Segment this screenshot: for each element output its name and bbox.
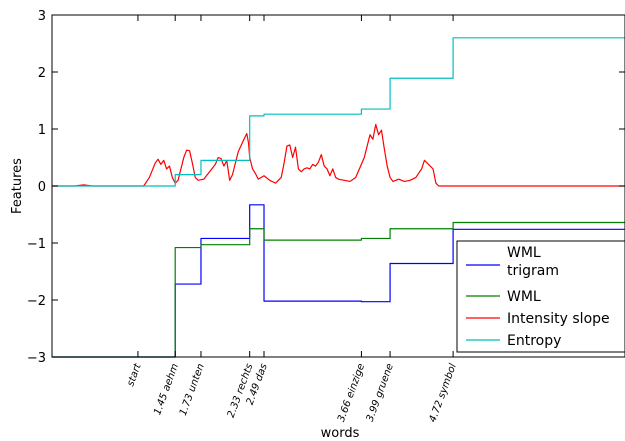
series-line-intensity-slope — [52, 123, 625, 187]
x-axis-title: words — [321, 426, 360, 441]
y-tick-label: 0 — [38, 180, 46, 195]
legend: WML trigram WML Intensity slope Entropy — [456, 240, 625, 353]
y-tick-label: 1 — [38, 123, 46, 138]
x-tick-label: 3.66 einzige — [336, 362, 367, 423]
x-tick-label: 3.99 gruene — [365, 362, 396, 423]
series-line-wml — [52, 221, 625, 358]
legend-label: WML — [507, 245, 541, 261]
y-tick-label: 3 — [38, 9, 46, 24]
x-tick-label: 1.45 aehm — [152, 362, 181, 417]
x-tick-label: 1.73 unten — [178, 362, 207, 417]
y-axis-title: Features — [10, 158, 25, 214]
series-line-wml-trigram — [52, 204, 625, 358]
series-line-entropy — [52, 37, 625, 187]
legend-label-line2: trigram — [507, 263, 559, 279]
legend-label: WML — [507, 289, 541, 305]
y-tick-label: −2 — [27, 294, 46, 309]
series-layer — [52, 37, 625, 358]
x-tick-label: start — [125, 361, 144, 388]
y-tick-label: −3 — [27, 351, 46, 366]
legend-label: Entropy — [507, 333, 561, 349]
y-tick-label: −1 — [27, 237, 46, 252]
y-tick-label: 2 — [38, 66, 46, 81]
x-tick-label: 4.72 symbol — [428, 362, 459, 424]
legend-box — [456, 240, 625, 353]
legend-label: Intensity slope — [507, 311, 610, 327]
